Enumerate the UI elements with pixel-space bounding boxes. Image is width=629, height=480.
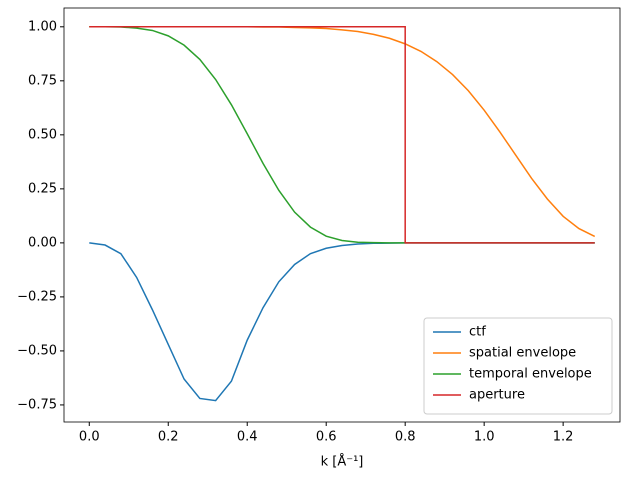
x-tick-label: 1.2 bbox=[553, 430, 574, 445]
y-tick-label: 0.75 bbox=[28, 73, 57, 88]
x-axis-label: k [Å⁻¹] bbox=[321, 454, 364, 470]
x-tick-label: 0.2 bbox=[158, 430, 179, 445]
x-tick-label: 0.0 bbox=[79, 430, 100, 445]
legend-box bbox=[423, 317, 613, 415]
y-tick-label: 1.00 bbox=[28, 19, 57, 34]
legend-label: temporal envelope bbox=[469, 367, 592, 382]
x-tick-label: 1.0 bbox=[474, 430, 495, 445]
legend-label: ctf bbox=[469, 325, 486, 340]
legend-label: spatial envelope bbox=[469, 346, 576, 361]
y-tick-label: −0.75 bbox=[17, 397, 57, 412]
x-tick-label: 0.6 bbox=[316, 430, 337, 445]
y-tick-label: −0.25 bbox=[17, 289, 57, 304]
y-tick-label: 0.25 bbox=[28, 181, 57, 196]
y-tick-label: −0.50 bbox=[17, 343, 57, 358]
plot-frame bbox=[63, 7, 621, 423]
x-tick-label: 0.8 bbox=[395, 430, 416, 445]
line-series bbox=[89, 26, 595, 244]
y-tick-label: 0.50 bbox=[28, 127, 57, 142]
legend-label: aperture bbox=[469, 388, 525, 403]
x-tick-label: 0.4 bbox=[237, 430, 258, 445]
y-tick-label: 0.00 bbox=[28, 235, 57, 250]
line-series bbox=[89, 26, 595, 244]
line-series bbox=[89, 26, 596, 238]
